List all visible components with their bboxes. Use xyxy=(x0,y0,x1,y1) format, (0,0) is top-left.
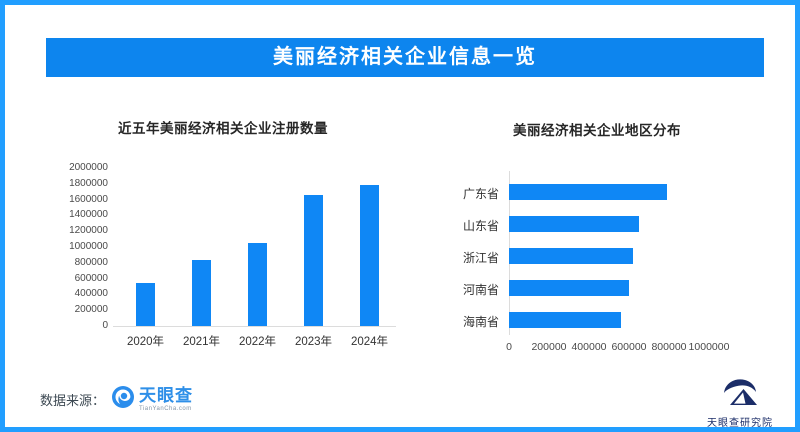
right-chart-title: 美丽经济相关企业地区分布 xyxy=(513,123,681,138)
bar-山东省 xyxy=(509,215,639,232)
y-axis-category-label: 海南省 xyxy=(462,315,499,329)
y-axis-tick-label: 1800000 xyxy=(69,177,108,189)
y-axis-tick-label: 2000000 xyxy=(69,162,108,173)
research-institute-name: 天眼查研究院 xyxy=(707,418,773,429)
y-axis-category-label: 广东省 xyxy=(462,186,499,201)
bar-河南省 xyxy=(509,279,629,296)
bar-2024年 xyxy=(360,184,379,326)
data-source-label: 数据来源： xyxy=(40,392,106,408)
bar-2021年 xyxy=(192,259,211,326)
x-axis-tick-label: 1000000 xyxy=(688,341,730,353)
x-axis-category-label: 2022年 xyxy=(238,336,277,348)
x-axis-category-label: 2024年 xyxy=(350,336,389,348)
y-axis-tick-label: 1000000 xyxy=(69,241,108,252)
registration-count-chart: 近五年美丽经济相关企业注册数量 2000000 1800000 1600000 140… xyxy=(45,105,425,365)
y-axis-tick-label: 1200000 xyxy=(69,225,108,237)
bar-2022年 xyxy=(248,243,267,326)
x-axis-category-label: 2020年 xyxy=(126,336,165,348)
tianyancha-wordmark: 天眼查 TianYanCha.com xyxy=(139,387,193,412)
x-axis-tick-label: 400000 xyxy=(571,341,607,353)
y-axis-tick-label: 0 xyxy=(102,320,108,331)
x-axis-tick-label: 0 xyxy=(506,341,512,353)
page-title: 美丽经济相关企业信息一览 xyxy=(46,38,764,77)
x-axis-tick-label: 200000 xyxy=(531,341,567,353)
y-axis-category-label: 山东省 xyxy=(462,218,499,233)
region-distribution-chart: 美丽经济相关企业地区分布 广东省山东省浙江省河南省海南省 0 200000 40000… xyxy=(445,105,775,365)
tianyancha-logo: 天眼查 TianYanCha.com xyxy=(111,385,193,414)
y-axis-tick-label: 200000 xyxy=(74,304,108,316)
data-source: 数据来源： 天眼查 TianYanCha.com xyxy=(40,383,193,415)
bar-2020年 xyxy=(136,283,155,326)
bar-海南省 xyxy=(509,312,621,328)
y-axis-tick-label: 800000 xyxy=(74,256,108,268)
research-institute-branding: 天眼查研究院 xyxy=(698,377,782,429)
bar-浙江省 xyxy=(509,247,633,264)
y-axis-category-label: 河南省 xyxy=(462,282,499,297)
x-axis-category-label: 2023年 xyxy=(294,336,333,348)
left-chart-title: 近五年美丽经济相关企业注册数量 xyxy=(118,121,328,136)
tianyancha-eye-icon xyxy=(111,385,135,414)
y-axis-tick-label: 1400000 xyxy=(69,209,108,221)
bar-广东省 xyxy=(509,183,667,200)
x-axis-tick-label: 600000 xyxy=(611,341,647,353)
x-axis-line xyxy=(113,326,396,327)
tianyancha-name: 天眼查 xyxy=(139,385,194,405)
bar-2023年 xyxy=(304,194,323,326)
x-axis-tick-label: 800000 xyxy=(651,341,687,353)
y-axis-tick-label: 400000 xyxy=(74,288,108,300)
y-axis-tick-label: 1600000 xyxy=(69,193,108,205)
y-axis-tick-label: 600000 xyxy=(74,272,108,284)
tianyancha-url: TianYanCha.com xyxy=(139,405,192,412)
y-axis-category-label: 浙江省 xyxy=(462,250,499,265)
research-institute-logo-icon xyxy=(720,377,760,412)
x-axis-category-label: 2021年 xyxy=(182,336,221,348)
